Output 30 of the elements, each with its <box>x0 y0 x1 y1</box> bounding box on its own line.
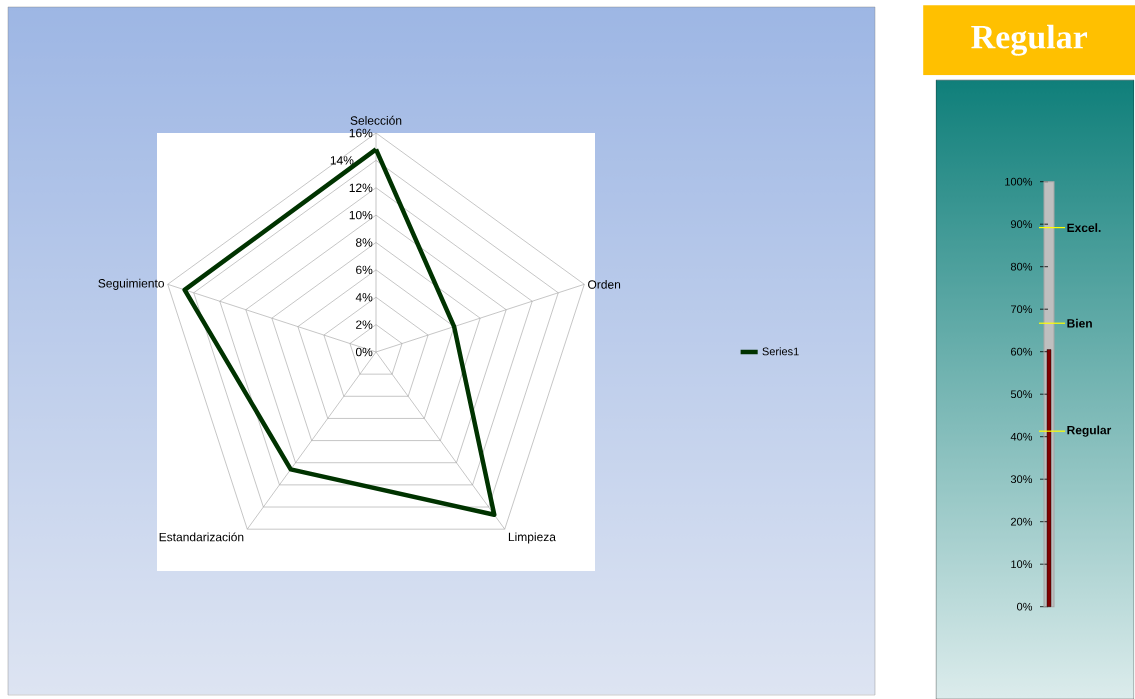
y-tick-label: 16% <box>349 128 373 138</box>
y-tick-label: 4% <box>355 293 373 302</box>
legend-label: Series1 <box>762 347 799 356</box>
y-tick-label: 10% <box>1011 560 1033 569</box>
y-tick-label: 8% <box>355 238 373 247</box>
y-tick-label: 12% <box>349 183 373 192</box>
y-tick-label: 50% <box>1010 390 1033 399</box>
spoke-label: Selección <box>350 115 402 125</box>
spoke-label: Estandarización <box>159 532 244 542</box>
ref-line-label: Regular <box>1067 425 1112 437</box>
y-tick-label: 40% <box>1010 432 1033 441</box>
y-tick-label: 30% <box>1010 475 1033 484</box>
y-tick-label: 20% <box>1011 517 1033 526</box>
ref-line-label: Excel. <box>1067 223 1101 232</box>
y-tick-label: 70% <box>1011 305 1033 314</box>
y-tick-label: 0% <box>355 347 373 357</box>
y-tick-label: 60% <box>1011 347 1033 356</box>
y-tick-label: 10% <box>349 210 373 220</box>
chart-title: Regular <box>971 24 1088 56</box>
spoke-label: Limpieza <box>508 532 556 544</box>
y-tick-label: 80% <box>1010 262 1033 271</box>
y-tick-label: 2% <box>356 320 373 329</box>
y-tick-label: 0% <box>1017 602 1033 611</box>
spoke-label: Seguimiento <box>98 278 164 290</box>
y-tick-label: 100% <box>1005 177 1033 186</box>
y-tick-label: 6% <box>356 265 373 275</box>
y-tick-label: 90% <box>1010 220 1033 229</box>
ref-line-label: Bien <box>1067 318 1092 328</box>
y-tick-label: 14% <box>330 156 354 165</box>
spoke-label: Orden <box>588 279 621 289</box>
